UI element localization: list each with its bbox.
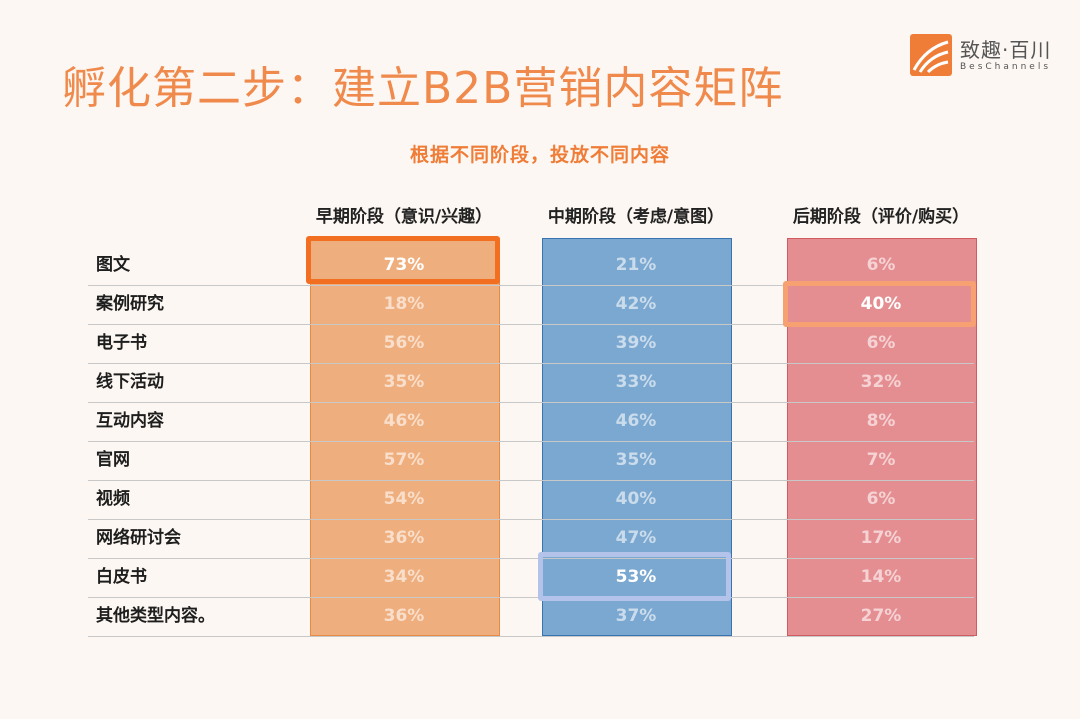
cell-late: 27%: [860, 606, 902, 626]
column-header-early: 早期阶段（意识/兴趣）: [315, 207, 493, 227]
row-label: 互动内容: [96, 411, 164, 431]
cell-late: 7%: [866, 450, 896, 470]
column-band-late: [787, 238, 977, 636]
row-label: 官网: [96, 450, 130, 470]
cell-mid: 37%: [615, 606, 657, 626]
cell-mid: 42%: [615, 294, 657, 314]
column-header-late: 后期阶段（评价/购买）: [792, 207, 970, 227]
cell-early: 46%: [383, 411, 425, 431]
cell-mid: 40%: [615, 489, 657, 509]
row-label: 白皮书: [96, 567, 147, 587]
cell-mid: 53%: [615, 567, 657, 587]
cell-mid: 21%: [615, 255, 657, 275]
column-header-mid: 中期阶段（考虑/意图）: [547, 207, 725, 227]
cell-early: 36%: [383, 528, 425, 548]
cell-mid: 39%: [615, 333, 657, 353]
row-divider: [88, 480, 974, 481]
row-divider: [88, 597, 974, 598]
row-divider: [88, 363, 974, 364]
cell-early: 34%: [383, 567, 425, 587]
brand-logo: 致趣·百川 BesChannels: [910, 34, 1060, 78]
cell-early: 35%: [383, 372, 425, 392]
logo-name: 致趣·百川: [960, 38, 1052, 62]
cell-mid: 47%: [615, 528, 657, 548]
row-label: 案例研究: [96, 294, 164, 314]
cell-early: 54%: [383, 489, 425, 509]
cell-early: 36%: [383, 606, 425, 626]
cell-late: 14%: [860, 567, 902, 587]
cell-late: 40%: [860, 294, 902, 314]
highlight-box-late: [783, 281, 976, 327]
row-label: 视频: [96, 489, 130, 509]
cell-mid: 35%: [615, 450, 657, 470]
row-divider: [88, 636, 974, 637]
highlight-box-mid: [538, 552, 731, 601]
chart-title: 根据不同阶段，投放不同内容: [409, 144, 670, 166]
cell-late: 6%: [866, 333, 896, 353]
logo-subtitle: BesChannels: [960, 62, 1052, 72]
row-divider: [88, 285, 974, 286]
row-divider: [88, 519, 974, 520]
cell-late: 32%: [860, 372, 902, 392]
row-divider: [88, 441, 974, 442]
cell-late: 17%: [860, 528, 902, 548]
row-divider: [88, 558, 974, 559]
cell-mid: 33%: [615, 372, 657, 392]
column-band-mid: [542, 238, 732, 636]
column-band-early: [310, 238, 500, 636]
cell-late: 6%: [866, 489, 896, 509]
cell-mid: 46%: [615, 411, 657, 431]
page-title: 孵化第二步：建立B2B营销内容矩阵: [62, 63, 784, 114]
row-label: 线下活动: [96, 372, 164, 392]
row-label: 电子书: [96, 333, 147, 353]
highlight-box-early: [306, 236, 500, 284]
cell-late: 8%: [866, 411, 896, 431]
logo-mark-icon: [910, 34, 952, 76]
row-label: 其他类型内容。: [96, 606, 215, 626]
cell-early: 18%: [383, 294, 425, 314]
row-label: 网络研讨会: [96, 528, 181, 548]
row-divider: [88, 324, 974, 325]
cell-late: 6%: [866, 255, 896, 275]
row-label: 图文: [96, 255, 130, 275]
row-divider: [88, 402, 974, 403]
cell-early: 73%: [383, 255, 425, 275]
cell-early: 56%: [383, 333, 425, 353]
cell-early: 57%: [383, 450, 425, 470]
